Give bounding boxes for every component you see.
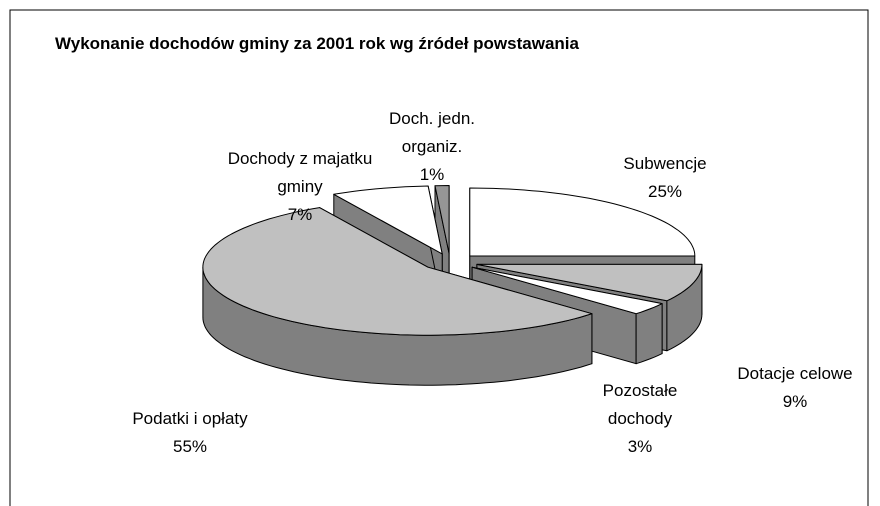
slice-value: 1% (419, 165, 445, 184)
slice-top (476, 263, 703, 302)
slice-name: Pozostałe dochody (602, 381, 678, 428)
slice-name: Podatki i opłaty (132, 409, 248, 428)
slice-value: 7% (287, 205, 313, 224)
slice-value: 25% (647, 182, 683, 201)
slice-label: Doch. jedn. organiz. 1% (377, 105, 487, 189)
slice-label: Pozostałe dochody 3% (580, 377, 700, 461)
slice-label: Podatki i opłaty 55% (90, 405, 290, 461)
slice-name: Subwencje (623, 154, 707, 173)
slice-label: Dotacje celowe 9% (700, 360, 880, 416)
slice-top (471, 266, 663, 315)
slice-top (202, 207, 593, 336)
slice-label: Subwencje 25% (595, 150, 735, 206)
slice-top (469, 187, 696, 257)
slice-top (333, 185, 443, 255)
frame (9, 9, 869, 506)
slice-top (434, 185, 450, 254)
chart-title: Wykonanie dochodów gminy za 2001 rok wg … (55, 34, 579, 53)
slice-label: Dochody z majatku gminy 7% (225, 145, 375, 229)
slice (202, 207, 593, 386)
slice-value: 3% (627, 437, 653, 456)
slice-name: Dotacje celowe (737, 364, 853, 383)
slice-value: 55% (172, 437, 208, 456)
slice-name: Doch. jedn. organiz. (389, 109, 475, 156)
slice-value: 9% (782, 392, 808, 411)
slice-name: Dochody z majatku gminy (227, 149, 373, 196)
